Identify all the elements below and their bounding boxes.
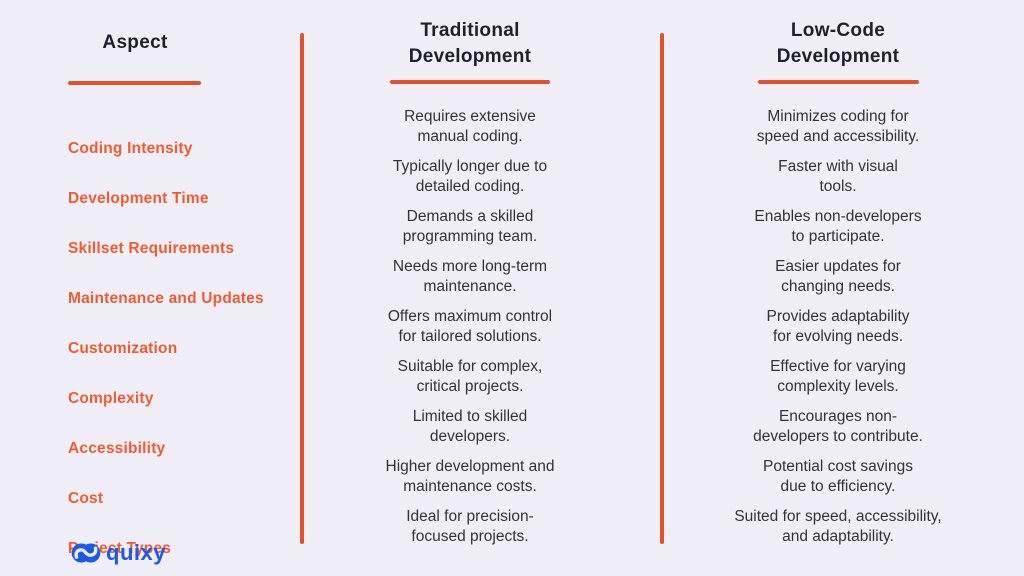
- cell-line: maintenance costs.: [403, 477, 537, 495]
- column-divider-right: [660, 33, 664, 544]
- cell-line: Offers maximum control: [387, 308, 553, 325]
- lowcode-cell: Suited for speed, accessibility, and ada…: [662, 507, 1014, 557]
- cell-line: Suited for speed, accessibility,: [734, 508, 942, 525]
- traditional-cell: Offers maximum control for tailored solu…: [302, 307, 638, 357]
- lowcode-development-column: Low-Code Development Minimizes coding fo…: [662, 0, 1024, 576]
- lowcode-cell: Encourages non- developers to contribute…: [662, 407, 1014, 457]
- cell-line: Minimizes coding for: [767, 108, 909, 125]
- aspect-header-underline: [68, 81, 201, 85]
- lowcode-cell: Enables non-developers to participate.: [662, 207, 1014, 257]
- cell-line: Enables non-developers: [754, 208, 922, 225]
- column-divider-left: [300, 33, 304, 544]
- aspect-column-header: Aspect: [0, 0, 202, 139]
- aspect-column: Aspect Coding Intensity Development Time…: [0, 0, 302, 576]
- lowcode-cell: Easier updates for changing needs.: [662, 257, 1014, 307]
- cell-line: critical projects.: [416, 377, 524, 395]
- cell-line: Typically longer due to: [392, 158, 548, 175]
- cell-line: developers.: [429, 427, 511, 445]
- cell-line: Limited to skilled: [412, 408, 528, 425]
- traditional-cell: Typically longer due to detailed coding.: [302, 157, 638, 207]
- cell-line: Effective for varying: [770, 358, 906, 375]
- aspect-row-label: Cost: [68, 490, 104, 507]
- cell-line: Higher development and: [385, 458, 555, 475]
- lowcode-cell: Minimizes coding for speed and accessibi…: [662, 107, 1014, 157]
- aspect-row-label: Development Time: [68, 190, 209, 207]
- traditional-header-underline: [390, 80, 550, 84]
- cell-line: to participate.: [791, 227, 885, 245]
- traditional-column-header: Traditional Development: [302, 0, 638, 107]
- lowcode-title-line2: Development: [776, 46, 900, 67]
- cell-line: Suitable for complex,: [397, 358, 543, 375]
- cell-line: programming team.: [402, 227, 538, 245]
- cell-line: Faster with visual: [778, 158, 898, 175]
- cell-line: Easier updates for: [775, 258, 901, 275]
- cell-line: and adaptability.: [782, 527, 894, 545]
- quixy-logo: quixy: [71, 541, 166, 565]
- cell-line: developers to contribute.: [753, 427, 923, 445]
- cell-line: speed and accessibility.: [756, 127, 920, 145]
- cell-line: Demands a skilled: [406, 208, 534, 225]
- traditional-cell: Needs more long-term maintenance.: [302, 257, 638, 307]
- lowcode-header-underline: [757, 80, 919, 84]
- cell-line: Ideal for precision-: [406, 508, 534, 525]
- cell-line: detailed coding.: [415, 177, 525, 195]
- traditional-title-line1: Traditional: [420, 20, 520, 41]
- traditional-cell: Requires extensive manual coding.: [302, 107, 638, 157]
- lowcode-cell: Provides adaptability for evolving needs…: [662, 307, 1014, 357]
- cell-line: for evolving needs.: [772, 327, 904, 345]
- traditional-cell: Suitable for complex, critical projects.: [302, 357, 638, 407]
- cell-line: manual coding.: [417, 127, 523, 145]
- lowcode-column-header: Low-Code Development: [662, 0, 1014, 107]
- cell-line: complexity levels.: [777, 377, 899, 395]
- cell-line: tools.: [819, 177, 857, 195]
- cell-line: maintenance.: [423, 277, 517, 295]
- aspect-row-label: Customization: [68, 340, 178, 357]
- lowcode-title-line1: Low-Code: [790, 20, 886, 41]
- aspect-row-label: Coding Intensity: [68, 140, 193, 157]
- cell-line: Encourages non-: [778, 408, 898, 425]
- cell-line: due to efficiency.: [780, 477, 896, 495]
- cell-line: Potential cost savings: [763, 458, 913, 475]
- lowcode-cell: Effective for varying complexity levels.: [662, 357, 1014, 407]
- aspect-row-label: Complexity: [68, 390, 154, 407]
- traditional-development-column: Traditional Development Requires extensi…: [302, 0, 662, 576]
- cell-line: changing needs.: [781, 277, 895, 295]
- traditional-title-line2: Development: [408, 46, 532, 67]
- aspect-row-label: Maintenance and Updates: [68, 290, 264, 307]
- traditional-cell: Ideal for precision- focused projects.: [302, 507, 638, 557]
- lowcode-cell: Potential cost savings due to efficiency…: [662, 457, 1014, 507]
- cell-line: Requires extensive: [404, 108, 536, 125]
- aspect-column-title: Aspect: [102, 32, 168, 53]
- lowcode-cell: Faster with visual tools.: [662, 157, 1014, 207]
- cell-line: for tailored solutions.: [398, 327, 542, 345]
- quixy-logo-icon: [71, 541, 101, 565]
- cell-line: focused projects.: [411, 527, 529, 545]
- cell-line: Provides adaptability: [766, 308, 910, 325]
- aspect-row-label: Skillset Requirements: [68, 240, 235, 257]
- quixy-logo-text: quixy: [106, 540, 166, 565]
- traditional-cell: Limited to skilled developers.: [302, 407, 638, 457]
- traditional-cell: Higher development and maintenance costs…: [302, 457, 638, 507]
- aspect-row-label: Accessibility: [68, 440, 166, 457]
- cell-line: Needs more long-term: [392, 258, 548, 275]
- traditional-cell: Demands a skilled programming team.: [302, 207, 638, 257]
